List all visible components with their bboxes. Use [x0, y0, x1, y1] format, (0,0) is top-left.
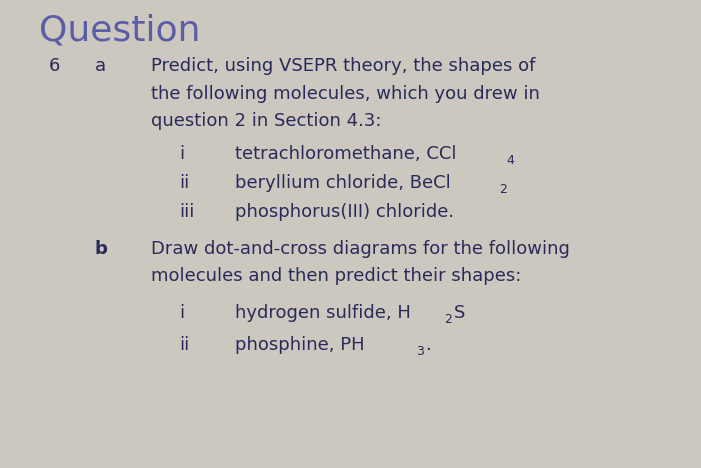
Text: ii: ii — [179, 174, 189, 191]
Text: 4: 4 — [506, 154, 514, 167]
Text: question 2 in Section 4.3:: question 2 in Section 4.3: — [151, 112, 381, 130]
Text: S: S — [454, 304, 465, 322]
Text: Question: Question — [39, 14, 200, 47]
Text: beryllium chloride, BeCl: beryllium chloride, BeCl — [235, 174, 451, 191]
Text: tetrachloromethane, CCl: tetrachloromethane, CCl — [235, 145, 456, 162]
Text: a: a — [95, 58, 106, 75]
Text: molecules and then predict their shapes:: molecules and then predict their shapes: — [151, 267, 521, 285]
Text: 2: 2 — [499, 183, 507, 196]
Text: 2: 2 — [444, 313, 451, 326]
Text: ii: ii — [179, 336, 189, 354]
Text: hydrogen sulfide, H: hydrogen sulfide, H — [235, 304, 411, 322]
Text: 6: 6 — [49, 58, 60, 75]
Text: .: . — [425, 336, 430, 354]
Text: Predict, using VSEPR theory, the shapes of: Predict, using VSEPR theory, the shapes … — [151, 58, 535, 75]
Text: Draw dot-and-cross diagrams for the following: Draw dot-and-cross diagrams for the foll… — [151, 240, 570, 258]
Text: phosphine, PH: phosphine, PH — [235, 336, 365, 354]
Text: iii: iii — [179, 203, 194, 220]
Text: the following molecules, which you drew in: the following molecules, which you drew … — [151, 85, 540, 102]
Text: phosphorus(III) chloride.: phosphorus(III) chloride. — [235, 203, 454, 220]
Text: b: b — [95, 240, 107, 258]
Text: i: i — [179, 304, 184, 322]
Text: i: i — [179, 145, 184, 162]
Text: 3: 3 — [416, 345, 423, 358]
